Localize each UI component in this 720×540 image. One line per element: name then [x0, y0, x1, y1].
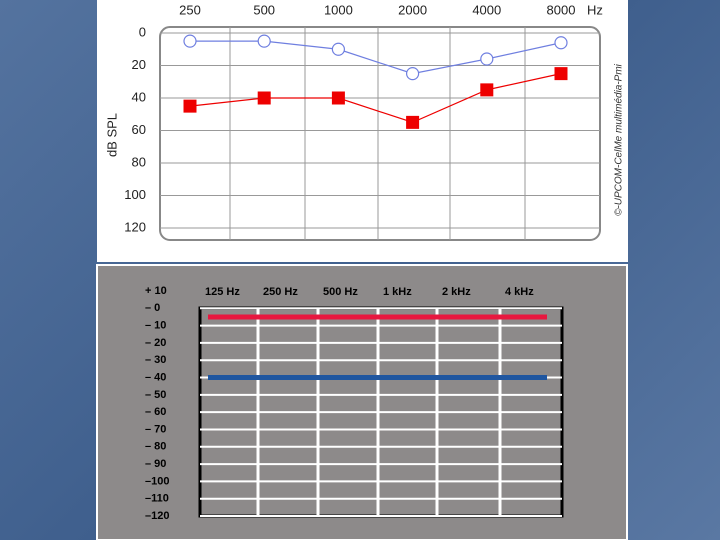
x-tick-label: 4000 — [472, 2, 501, 17]
x-tick-label: 2000 — [398, 2, 427, 17]
y-tick-label: – 0 — [145, 302, 160, 314]
x-tick-label: 4 kHz — [505, 286, 534, 298]
point — [480, 52, 494, 66]
y-axis-label: dB SPL — [104, 113, 119, 157]
x-tick-label: 250 Hz — [263, 286, 298, 298]
y-tick-label: –110 — [145, 493, 169, 505]
y-tick-label: + 10 — [145, 285, 167, 297]
y-tick-label: – 70 — [145, 423, 166, 435]
y-tick-label: 40 — [132, 89, 146, 104]
point — [554, 36, 568, 50]
series-line — [189, 73, 562, 124]
point — [480, 83, 494, 97]
point — [331, 42, 345, 56]
y-tick-label: – 60 — [145, 406, 166, 418]
x-tick-label: 500 Hz — [323, 286, 358, 298]
x-tick-label: 250 — [179, 2, 201, 17]
y-tick-label: 0 — [139, 24, 146, 39]
x-tick-label: 1000 — [324, 2, 353, 17]
y-tick-label: 120 — [124, 219, 146, 234]
y-tick-label: – 90 — [145, 458, 166, 470]
x-tick-label: 125 Hz — [205, 286, 240, 298]
plot-frame-1 — [159, 26, 601, 241]
y-tick-label: –120 — [145, 510, 169, 522]
panel-2 — [96, 264, 628, 540]
y-tick-label: – 10 — [145, 320, 166, 332]
x-tick-label: 500 — [253, 2, 275, 17]
point — [257, 91, 271, 105]
y-tick-label: – 80 — [145, 441, 166, 453]
y-tick-label: – 20 — [145, 337, 166, 349]
point — [331, 91, 345, 105]
series-line — [190, 40, 562, 75]
x-tick-label: 1 kHz — [383, 286, 412, 298]
x-tick-label: 2 kHz — [442, 286, 471, 298]
point — [183, 34, 197, 48]
point — [183, 99, 197, 113]
y-tick-label: 20 — [132, 57, 146, 72]
point — [406, 67, 420, 81]
y-tick-label: 60 — [132, 122, 146, 137]
point — [257, 34, 271, 48]
point — [406, 115, 420, 129]
x-axis-label: Hz — [587, 2, 603, 17]
copyright: ©-UPCOM-CelMe multimédia-Pmi — [614, 63, 625, 216]
y-tick-label: – 30 — [145, 354, 166, 366]
x-tick-label: 8000 — [547, 2, 576, 17]
y-tick-label: – 40 — [145, 371, 166, 383]
y-tick-label: –100 — [145, 475, 169, 487]
y-tick-label: 100 — [124, 187, 146, 202]
point — [554, 67, 568, 81]
y-tick-label: 80 — [132, 154, 146, 169]
y-tick-label: – 50 — [145, 389, 166, 401]
